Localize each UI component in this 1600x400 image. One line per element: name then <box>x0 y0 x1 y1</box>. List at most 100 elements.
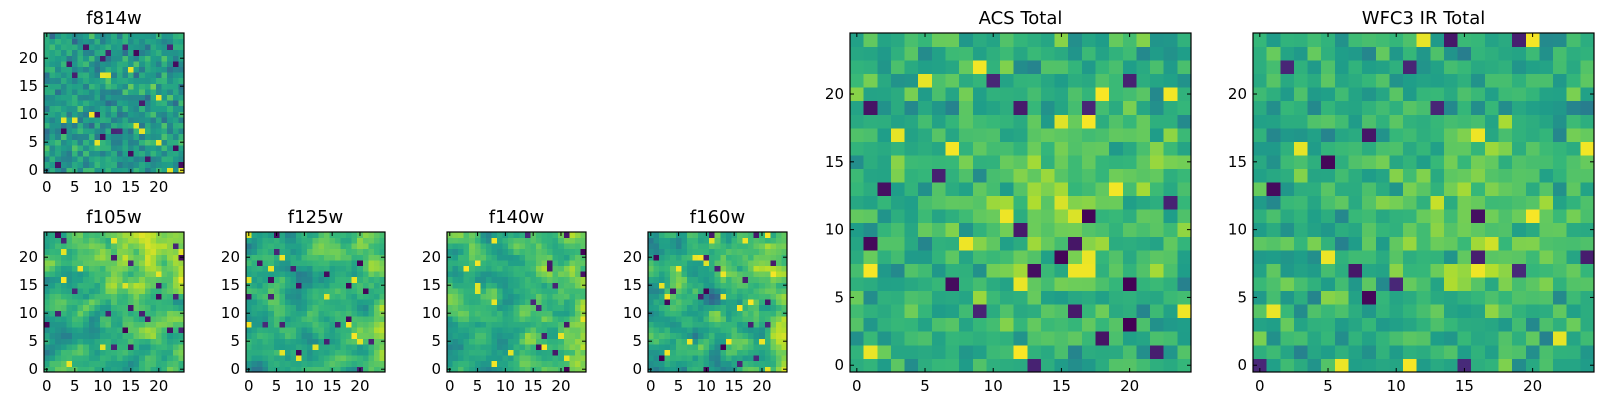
heatmap-cell <box>116 299 123 306</box>
heatmap-cell <box>94 276 101 283</box>
heatmap-cell <box>1013 33 1028 47</box>
heatmap-cell <box>1512 304 1527 319</box>
heatmap-cell <box>77 66 84 73</box>
heatmap-cell <box>100 150 106 157</box>
heatmap-cell <box>775 232 782 238</box>
heatmap-cell <box>178 38 185 45</box>
heatmap-cell <box>1375 331 1390 346</box>
heatmap-cell <box>257 349 264 356</box>
heatmap-cell <box>1253 127 1268 142</box>
heatmap-cell <box>1266 141 1281 156</box>
heatmap-cell <box>469 271 476 278</box>
heatmap-cell <box>167 304 174 311</box>
heatmap-cell <box>340 344 347 350</box>
heatmap-cell <box>156 128 162 135</box>
heatmap-cell <box>890 277 905 292</box>
heatmap-cell <box>1266 46 1281 61</box>
heatmap-cell <box>681 310 688 317</box>
heatmap-cell <box>373 282 380 289</box>
heatmap-cell <box>447 344 453 350</box>
heatmap-cell <box>648 260 654 266</box>
heatmap-cell <box>346 304 353 311</box>
heatmap-cell <box>1525 46 1540 61</box>
heatmap-cell <box>742 310 749 317</box>
heatmap-cell <box>648 243 654 250</box>
heatmap-cell <box>904 249 919 264</box>
heatmap-cell <box>1416 222 1431 237</box>
heatmap-cell <box>574 288 581 294</box>
heatmap-cell <box>1403 100 1418 115</box>
heatmap-cell <box>675 304 682 311</box>
heatmap-cell <box>83 344 90 350</box>
heatmap-cell <box>959 277 974 292</box>
heatmap-cell <box>1054 222 1069 237</box>
heatmap-cell <box>340 316 347 322</box>
heatmap-cell <box>703 316 710 322</box>
heatmap-cell <box>959 182 974 197</box>
heatmap-cell <box>524 260 531 266</box>
heatmap-cell <box>686 248 693 255</box>
heatmap-cell <box>373 316 380 322</box>
heatmap-cell <box>547 282 554 289</box>
heatmap-cell <box>1293 60 1308 75</box>
heatmap-cell <box>1095 317 1110 332</box>
heatmap-cell <box>574 293 581 300</box>
heatmap-cell <box>491 304 498 311</box>
heatmap-cell <box>128 310 134 317</box>
heatmap-cell <box>1416 317 1431 332</box>
heatmap-cell <box>781 316 788 322</box>
heatmap-cell <box>83 38 90 45</box>
heatmap-cell <box>485 344 492 350</box>
heatmap-cell <box>485 299 492 306</box>
heatmap-cell <box>1580 209 1595 224</box>
heatmap-cell <box>1040 317 1055 332</box>
heatmap-cell <box>368 254 375 261</box>
heatmap-cell <box>563 260 570 266</box>
heatmap-cell <box>49 117 56 123</box>
heatmap-cell <box>552 265 559 272</box>
heatmap-cell <box>1484 114 1499 129</box>
heatmap-cell <box>156 94 162 101</box>
y-tick-label: 5 <box>1237 288 1247 306</box>
heatmap-cell <box>128 38 134 45</box>
heatmap-cell <box>88 128 95 135</box>
heatmap-cell <box>469 344 476 350</box>
heatmap-cell <box>139 167 146 174</box>
heatmap-cell <box>1280 168 1295 183</box>
heatmap-cell <box>1266 100 1281 115</box>
heatmap-cell <box>144 83 151 90</box>
heatmap-cell <box>257 321 264 328</box>
heatmap-cell <box>1068 33 1083 47</box>
heatmap-cell <box>931 236 946 251</box>
heatmap-cell <box>863 195 878 210</box>
heatmap-cell <box>144 167 151 174</box>
heatmap-cell <box>116 248 123 255</box>
heatmap-cell <box>681 288 688 294</box>
heatmap-cell <box>296 299 302 306</box>
heatmap-cell <box>904 60 919 75</box>
heatmap-cell <box>753 338 760 345</box>
heatmap-cell <box>931 344 946 359</box>
heatmap-cell <box>686 360 693 367</box>
heatmap-cell <box>262 293 269 300</box>
heatmap-cell <box>346 260 353 266</box>
heatmap-cell <box>351 243 358 250</box>
heatmap-cell <box>1525 236 1540 251</box>
heatmap-cell <box>681 243 688 250</box>
heatmap-cell <box>340 338 347 345</box>
heatmap-cell <box>128 243 134 250</box>
heatmap-cell <box>569 349 576 356</box>
heatmap-cell <box>55 128 62 135</box>
heatmap-cell <box>334 254 341 261</box>
heatmap-cell <box>167 167 174 174</box>
heatmap-cell <box>681 299 688 306</box>
heatmap-cell <box>547 288 554 294</box>
heatmap-cell <box>139 49 146 56</box>
heatmap-cell <box>653 265 660 272</box>
heatmap-cell <box>379 265 386 272</box>
heatmap-cell <box>1163 358 1178 373</box>
heatmap-cell <box>753 288 760 294</box>
heatmap-cell <box>1348 73 1363 88</box>
heatmap-cell <box>1389 304 1404 319</box>
heatmap-cell <box>318 265 325 272</box>
